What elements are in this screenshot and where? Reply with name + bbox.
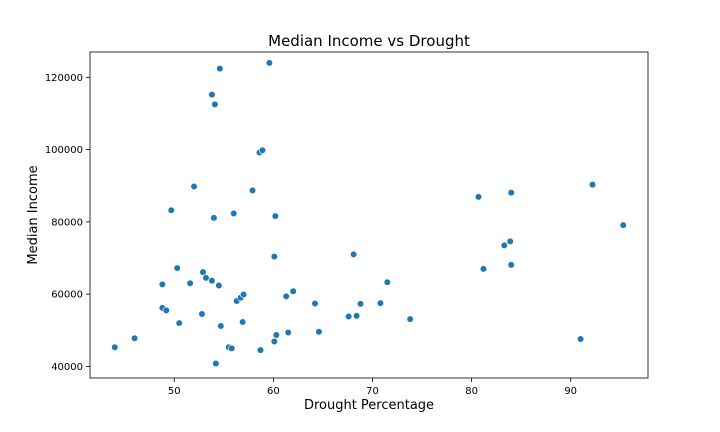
y-axis-label: Median Income (26, 165, 41, 264)
data-point (198, 310, 206, 318)
data-point (202, 274, 210, 282)
data-point (507, 188, 515, 197)
data-point (248, 186, 257, 195)
data-point (240, 290, 248, 299)
data-point (258, 146, 267, 154)
data-point (345, 312, 353, 321)
data-point (131, 334, 139, 342)
data-point (210, 214, 218, 222)
data-point (230, 209, 238, 218)
data-point (376, 299, 384, 307)
data-points (111, 59, 627, 368)
data-point (500, 241, 508, 249)
data-point (270, 337, 278, 346)
data-point (353, 312, 361, 320)
chart-title: Median Income vs Drought (268, 32, 470, 50)
x-tick-label: 70 (366, 386, 379, 397)
data-point (111, 343, 119, 351)
data-point (619, 221, 627, 229)
x-tick-label: 90 (564, 386, 577, 397)
data-point (577, 335, 585, 343)
data-point (190, 182, 198, 191)
data-point (215, 281, 223, 290)
data-point (208, 91, 216, 99)
data-point (239, 318, 247, 326)
y-tick-label: 60000 (51, 290, 83, 301)
data-point (212, 359, 220, 368)
data-point (315, 328, 323, 336)
data-point (211, 100, 219, 109)
data-point (162, 306, 170, 315)
data-point (272, 331, 280, 339)
x-tick-label: 80 (465, 386, 478, 397)
x-axis-label: Drought Percentage (304, 398, 434, 413)
data-point (311, 299, 319, 308)
data-point (406, 315, 414, 323)
data-point (265, 59, 273, 67)
data-point (479, 265, 488, 273)
y-tick-label: 100000 (45, 145, 83, 156)
x-axis-ticks: 50 60 70 80 90 (168, 378, 577, 397)
y-axis-ticks: 40000 60000 80000 100000 120000 (45, 73, 90, 373)
x-tick-label: 50 (168, 386, 181, 397)
data-point (474, 193, 483, 201)
x-tick-label: 60 (267, 386, 280, 397)
data-point (199, 268, 207, 276)
data-point (175, 319, 183, 327)
data-point (350, 250, 358, 258)
data-point (356, 300, 365, 308)
data-point (270, 252, 278, 261)
data-point (186, 279, 194, 287)
data-point (208, 277, 216, 285)
y-tick-label: 80000 (51, 217, 83, 228)
data-point (383, 278, 391, 286)
data-point (588, 181, 597, 189)
y-tick-label: 40000 (51, 362, 83, 373)
data-point (256, 346, 265, 354)
data-point (507, 261, 515, 269)
data-point (158, 280, 166, 288)
data-point (284, 328, 292, 337)
data-point (282, 292, 290, 300)
data-point (289, 287, 297, 295)
data-point (217, 322, 225, 330)
data-point (216, 65, 224, 73)
data-point (173, 264, 181, 272)
data-point (506, 237, 514, 245)
plot-frame (89, 51, 649, 379)
data-point (167, 206, 175, 214)
data-point (271, 212, 279, 220)
data-point (228, 344, 236, 352)
y-tick-label: 120000 (45, 73, 83, 84)
